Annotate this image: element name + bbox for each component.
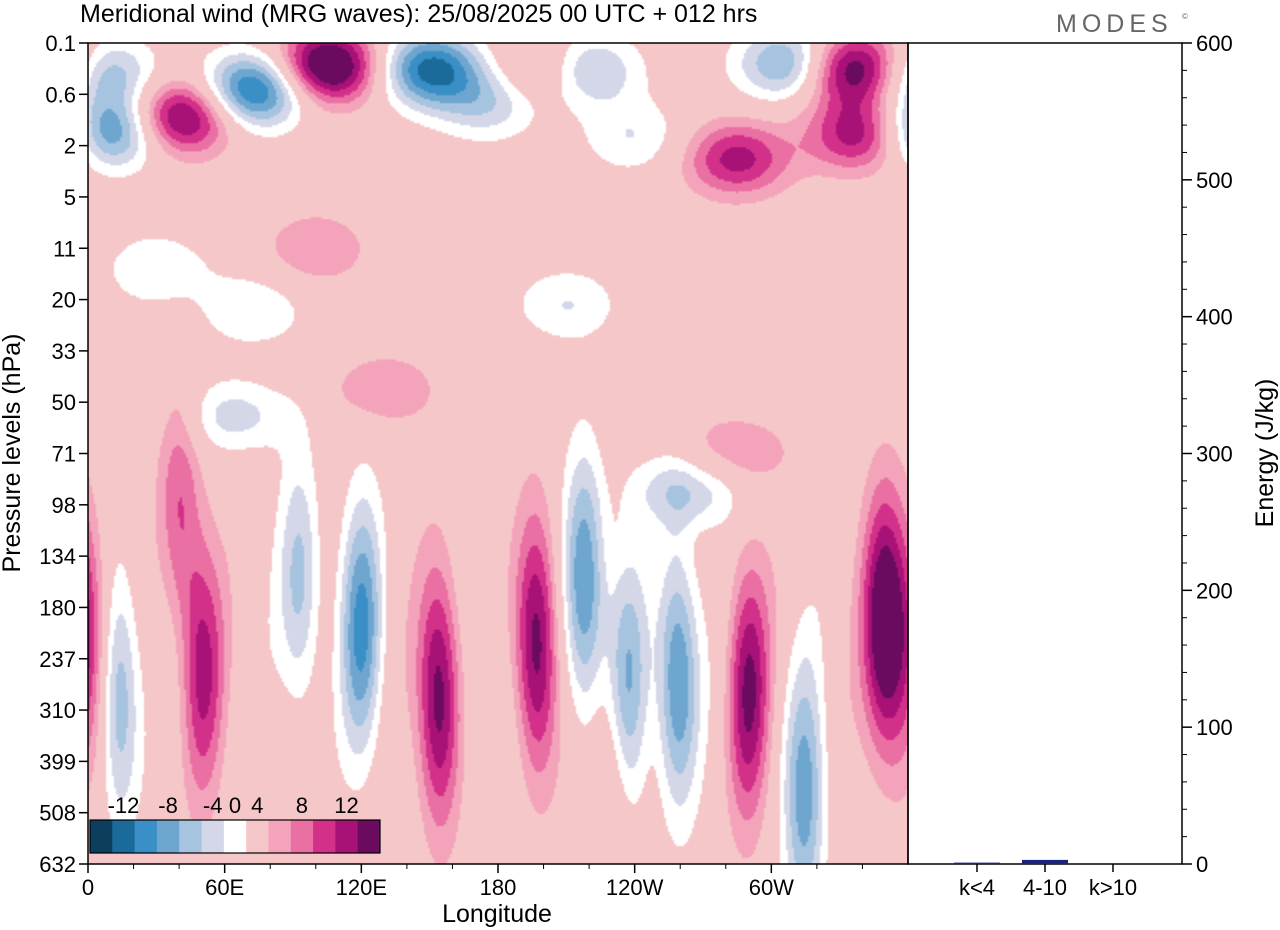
colorbar-label: 8 xyxy=(296,793,308,818)
x-axis: 0 60E 120E 180 120W 60W xyxy=(82,864,863,900)
y-tick-label: 2 xyxy=(64,134,76,159)
y-tick-label: 11 xyxy=(53,236,76,261)
y-tick-label: 180 xyxy=(39,595,76,620)
brand-mark: © xyxy=(1182,12,1188,21)
y-axis-label: Pressure levels (hPa) xyxy=(0,334,26,573)
energy-bar-panel: k<4 4-10 k>10 0 100 200 300 400 500 600 xyxy=(907,31,1233,900)
colorbar-swatch xyxy=(246,820,269,853)
chart-title: Meridional wind (MRG waves): 25/08/2025 … xyxy=(80,0,757,28)
energy-tick-label: 300 xyxy=(1196,442,1233,467)
colorbar-label: 0 xyxy=(229,793,241,818)
energy-tick-label: 500 xyxy=(1196,168,1233,193)
colorbar-swatch xyxy=(313,820,336,853)
y-tick-label: 0.6 xyxy=(45,82,76,107)
y-tick-label: 508 xyxy=(39,801,76,826)
colorbar-swatch xyxy=(268,820,292,853)
energy-frame xyxy=(907,42,1183,865)
colorbar-label: -4 xyxy=(203,793,223,818)
x-tick-label: 60E xyxy=(205,875,244,900)
y-tick-label: 237 xyxy=(39,647,76,672)
colorbar-swatch xyxy=(134,820,158,853)
colorbar-label: -12 xyxy=(108,793,140,818)
y-tick-label: 399 xyxy=(39,749,76,774)
colorbar-swatch xyxy=(112,820,136,853)
energy-category-label: k>10 xyxy=(1089,875,1137,900)
colorbar-swatch xyxy=(90,820,113,853)
energy-tick-label: 600 xyxy=(1196,31,1233,56)
energy-tick-label: 0 xyxy=(1196,852,1208,877)
colorbar-swatch xyxy=(335,820,359,853)
colorbar-swatch xyxy=(290,820,314,853)
colorbar-swatch xyxy=(201,820,225,853)
energy-y-axis: 0 100 200 300 400 500 600 xyxy=(1182,31,1233,877)
brand-logo: MODES xyxy=(1056,10,1173,38)
energy-bar xyxy=(1022,859,1068,864)
energy-tick-label: 400 xyxy=(1196,305,1233,330)
energy-tick-label: 200 xyxy=(1196,578,1233,603)
colorbar-label: 4 xyxy=(251,793,263,818)
x-tick-label: 60W xyxy=(749,875,794,900)
heatmap-field xyxy=(88,43,908,864)
x-tick-label: 120E xyxy=(336,875,387,900)
colorbar-swatch xyxy=(179,820,203,853)
y-axis: 0.1 0.6 2 5 11 20 33 50 71 98 134 180 237 310 399 508 63… xyxy=(39,31,88,877)
colorbar-label: 12 xyxy=(334,793,358,818)
y-tick-label: 310 xyxy=(39,698,76,723)
colorbar-swatch xyxy=(223,820,247,853)
energy-category-label: 4-10 xyxy=(1023,875,1067,900)
x-tick-label: 120W xyxy=(606,875,664,900)
energy-category-label: k<4 xyxy=(959,875,995,900)
colorbar-frame xyxy=(89,819,381,854)
x-tick-label: 0 xyxy=(82,875,94,900)
colorbar-swatch xyxy=(357,820,381,853)
energy-bar xyxy=(954,862,1000,864)
y-tick-label: 20 xyxy=(52,288,76,313)
y-tick-label: 632 xyxy=(39,852,76,877)
x-tick-label: 180 xyxy=(480,875,517,900)
colorbar-swatch xyxy=(156,820,180,853)
y-tick-label: 134 xyxy=(39,544,76,569)
heatmap-panel xyxy=(87,42,909,865)
y-tick-label: 33 xyxy=(52,339,76,364)
energy-tick-label: 100 xyxy=(1196,715,1233,740)
y-tick-label: 98 xyxy=(52,493,76,518)
energy-axis-label: Energy (J/kg) xyxy=(1251,379,1279,528)
colorbar-label: -8 xyxy=(158,793,178,818)
y-tick-label: 5 xyxy=(64,185,76,210)
y-tick-label: 71 xyxy=(52,442,76,467)
y-tick-label: 0.1 xyxy=(45,31,76,56)
colorbar: -12 -8 -4 0 4 8 12 xyxy=(89,793,381,854)
y-tick-label: 50 xyxy=(52,390,76,415)
x-axis-label: Longitude xyxy=(442,900,552,928)
